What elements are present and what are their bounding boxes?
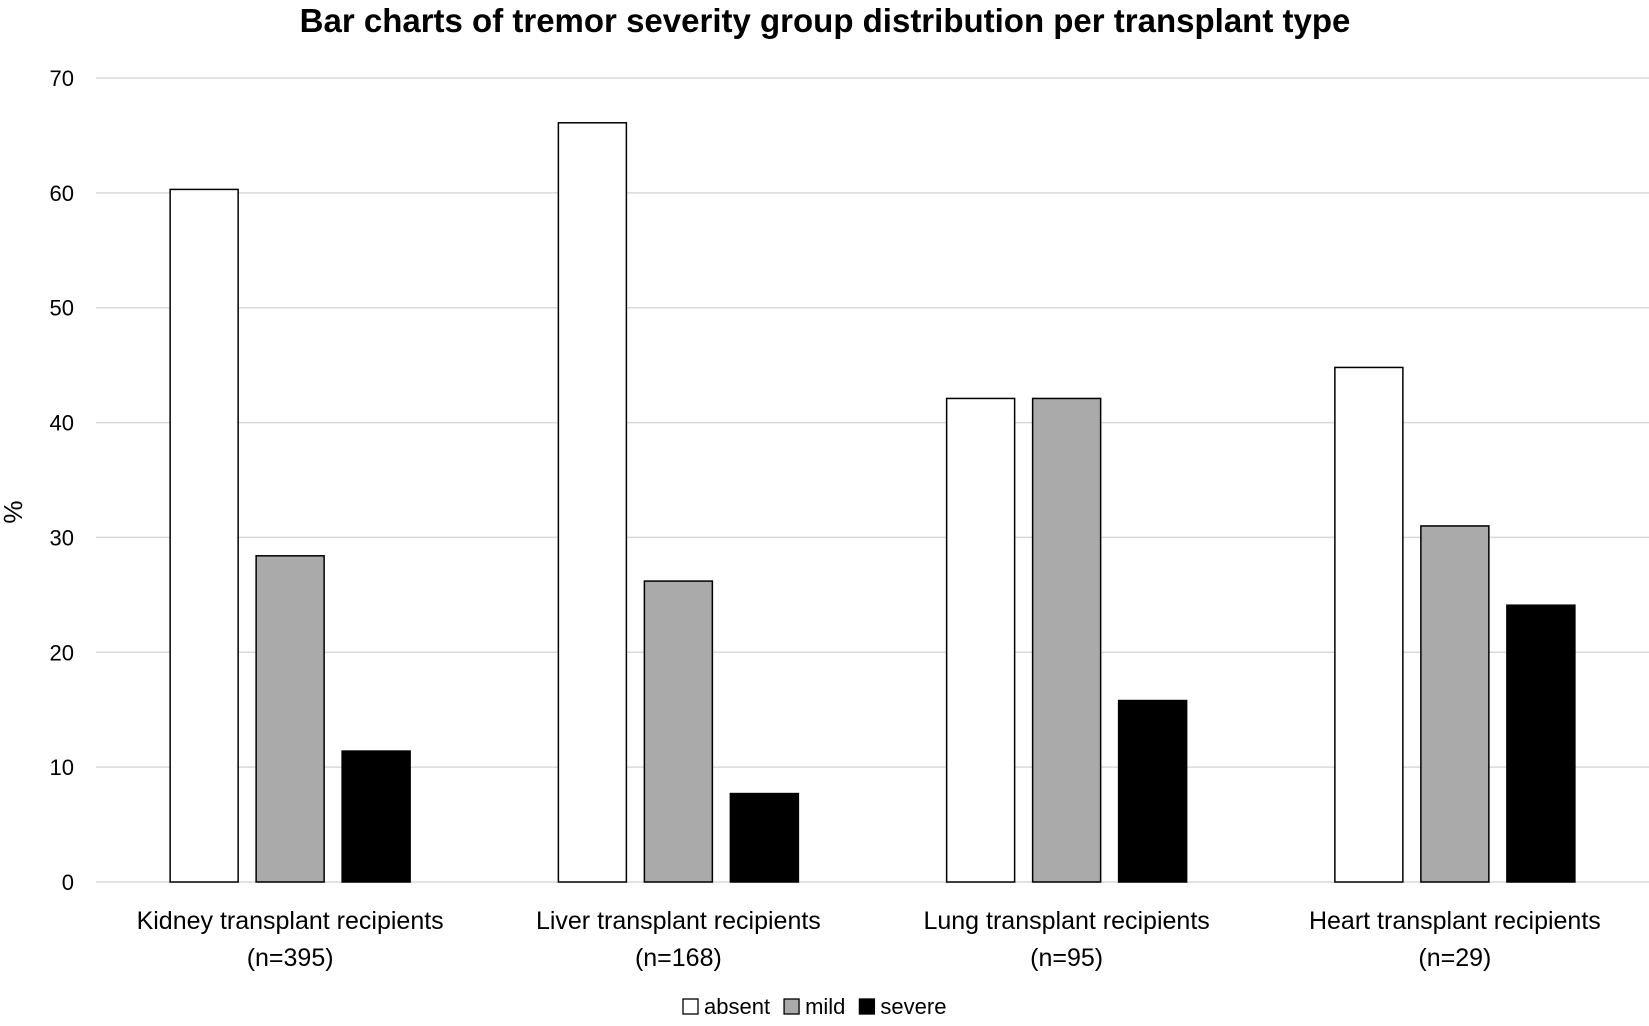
bars xyxy=(169,122,1576,883)
bar-mild xyxy=(1031,397,1102,883)
category-sample-size: (n=29) xyxy=(1418,944,1491,972)
category-label: Heart transplant recipients xyxy=(1309,907,1601,935)
bar-mild xyxy=(643,580,714,883)
y-tick-label: 60 xyxy=(50,181,74,206)
y-tick-label: 0 xyxy=(62,870,74,895)
bar-severe xyxy=(341,750,411,883)
bar-mild xyxy=(255,555,325,883)
y-tick-label: 70 xyxy=(50,66,74,91)
category-sample-size: (n=168) xyxy=(635,944,722,972)
legend-label-mild: mild xyxy=(805,994,845,1019)
legend-swatch-severe xyxy=(858,998,876,1015)
category-label: Kidney transplant recipients xyxy=(137,907,444,935)
legend: absent mild severe xyxy=(682,994,946,1019)
y-tick-label: 10 xyxy=(50,755,74,780)
category-label: Lung transplant recipients xyxy=(923,907,1209,935)
bar-mild xyxy=(1420,525,1490,883)
category-labels: Kidney transplant recipients (n=395) Liver… xyxy=(137,907,1601,972)
bar-severe xyxy=(1506,604,1576,883)
bar-severe xyxy=(1117,699,1188,883)
chart-title: Bar charts of tremor severity group dist… xyxy=(300,2,1351,39)
category-sample-size: (n=395) xyxy=(247,944,334,972)
y-tick-label: 20 xyxy=(50,640,74,665)
y-tick-label: 40 xyxy=(50,411,74,436)
y-tick-labels: 0 10 20 30 40 50 60 70 xyxy=(50,66,74,895)
y-tick-label: 50 xyxy=(50,296,74,321)
bar-severe xyxy=(729,792,800,883)
category-sample-size: (n=95) xyxy=(1030,944,1103,972)
category-label: Liver transplant recipients xyxy=(536,907,821,935)
legend-swatch-mild xyxy=(783,998,800,1015)
bar-absent xyxy=(945,397,1016,883)
bar-absent xyxy=(1334,366,1404,883)
y-axis-label: % xyxy=(0,500,28,523)
legend-swatch-absent xyxy=(682,998,699,1015)
bar-absent xyxy=(557,122,628,883)
legend-label-absent: absent xyxy=(704,994,770,1019)
gridlines xyxy=(96,77,1649,883)
y-tick-label: 30 xyxy=(50,525,74,550)
bar-absent xyxy=(169,188,239,883)
legend-label-severe: severe xyxy=(880,994,946,1019)
